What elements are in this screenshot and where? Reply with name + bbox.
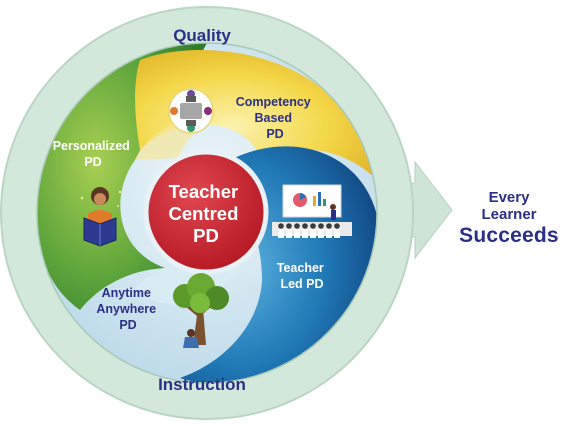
anytime-label: Anytime Anywhere PD: [96, 286, 159, 332]
ring-bottom-label: Instruction: [158, 375, 246, 394]
center-circle: [143, 149, 269, 275]
meeting-table-icon: [168, 88, 214, 134]
outcome-text: Every Learner Succeeds: [446, 189, 572, 247]
reader-icon: [80, 187, 122, 247]
competency-segment: [135, 49, 375, 178]
outcome-line2: Learner: [481, 205, 537, 223]
teacher-led-label: Teacher Led PD: [277, 261, 328, 291]
tree-icon: [173, 273, 229, 348]
outcome-line3: Succeeds: [459, 223, 559, 247]
personalized-label: Personalized PD: [53, 139, 134, 169]
center-label: Teacher Centred PD: [168, 181, 243, 246]
ring-top-label: Quality: [173, 26, 231, 45]
presentation-icon: [272, 184, 352, 238]
competency-label: Competency Based PD: [236, 95, 315, 141]
outcome-line1: Every: [488, 189, 530, 206]
